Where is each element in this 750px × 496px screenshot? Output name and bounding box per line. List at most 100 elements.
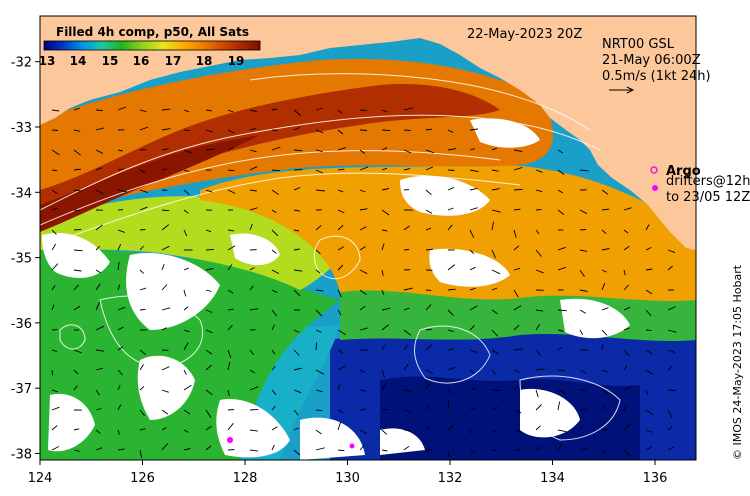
current-arrow — [205, 289, 212, 292]
drifter-marker — [227, 437, 233, 443]
current-arrow — [337, 449, 345, 452]
current-arrow — [337, 329, 346, 335]
current-arrow — [579, 209, 588, 215]
current-arrow — [447, 207, 454, 211]
current-arrow — [425, 189, 432, 195]
drifter-tracks — [227, 185, 658, 449]
current-arrow — [645, 429, 653, 433]
current-arrow — [601, 404, 605, 411]
current-arrow — [315, 189, 325, 192]
current-arrow — [579, 309, 587, 314]
current-arrow — [139, 189, 149, 194]
current-arrow — [117, 346, 124, 351]
current-arrow — [293, 329, 300, 333]
argo-label: Argo — [666, 164, 701, 179]
current-arrow — [293, 209, 301, 212]
current-arrow — [469, 408, 476, 411]
current-arrow — [271, 324, 275, 331]
current-arrow — [337, 129, 344, 135]
current-arrow — [601, 307, 609, 311]
current-arrow — [95, 367, 104, 371]
lon-tick-label: 132 — [438, 471, 463, 486]
current-arrow — [667, 409, 673, 418]
current-arrow — [205, 248, 214, 251]
current-arrow — [447, 309, 454, 317]
current-arrow — [557, 401, 561, 411]
current-arrow — [645, 329, 652, 331]
current-arrow — [667, 265, 673, 271]
current-arrow — [117, 284, 121, 291]
current-arrow — [601, 269, 607, 273]
current-arrow — [381, 109, 388, 113]
current-arrow — [469, 169, 479, 173]
current-arrow — [117, 229, 125, 233]
current-arrow — [491, 329, 499, 337]
current-arrow — [73, 129, 81, 132]
current-arrow — [271, 349, 276, 355]
current-arrow — [161, 148, 169, 151]
current-arrow — [623, 284, 629, 291]
current-arrow — [557, 246, 566, 251]
current-arrow — [73, 149, 81, 156]
current-arrow — [359, 246, 366, 251]
current-arrow — [667, 306, 676, 311]
current-arrow — [249, 308, 259, 311]
current-arrow — [227, 169, 235, 172]
current-arrow — [381, 167, 388, 171]
current-arrow — [227, 229, 234, 232]
current-arrow — [249, 267, 255, 271]
current-arrow — [139, 206, 148, 211]
current-arrow — [95, 408, 102, 411]
current-arrow — [315, 429, 322, 435]
current-arrow — [667, 446, 675, 451]
current-arrow — [183, 429, 189, 433]
current-arrow — [227, 324, 233, 331]
current-arrow — [293, 269, 303, 272]
current-arrow — [73, 349, 83, 354]
current-arrow — [645, 409, 654, 416]
current-arrow — [95, 245, 101, 251]
current-arrow — [535, 269, 544, 274]
current-arrow — [447, 148, 457, 151]
current-arrow — [337, 246, 345, 251]
current-arrow — [557, 189, 564, 194]
product-name: NRT00 GSL — [602, 37, 675, 52]
current-arrow — [557, 266, 566, 271]
current-arrow — [623, 349, 630, 357]
current-arrow — [51, 129, 58, 131]
current-arrow — [227, 289, 234, 294]
current-arrow — [491, 188, 500, 191]
current-arrow — [403, 107, 413, 111]
current-arrow — [513, 267, 521, 271]
current-arrow — [293, 149, 303, 152]
current-arrow — [535, 169, 543, 173]
current-arrow — [447, 348, 454, 351]
current-arrow — [381, 129, 391, 132]
current-arrow — [205, 148, 215, 151]
current-arrow — [205, 309, 213, 313]
current-arrow — [381, 147, 388, 151]
current-arrow — [205, 129, 213, 133]
current-arrow — [271, 389, 277, 396]
colorbar-label: 13 — [39, 54, 56, 68]
current-arrow — [601, 248, 610, 251]
current-arrow — [161, 349, 169, 351]
current-arrow — [227, 308, 234, 311]
current-arrow — [95, 301, 101, 311]
current-arrow — [315, 107, 323, 111]
colorbar-ramp — [43, 40, 261, 51]
current-arrow — [95, 325, 105, 331]
current-arrow — [667, 349, 676, 354]
current-arrow — [535, 446, 543, 451]
current-arrow — [139, 287, 147, 291]
current-arrow — [381, 382, 387, 391]
current-arrow — [271, 108, 278, 111]
current-arrow — [469, 229, 475, 238]
current-arrow — [51, 189, 58, 195]
current-arrow — [557, 429, 567, 433]
sst-band-green-west — [40, 248, 340, 460]
current-arrow — [403, 307, 410, 311]
current-arrow — [161, 245, 170, 251]
current-arrow — [469, 449, 476, 455]
current-arrow — [337, 209, 345, 214]
